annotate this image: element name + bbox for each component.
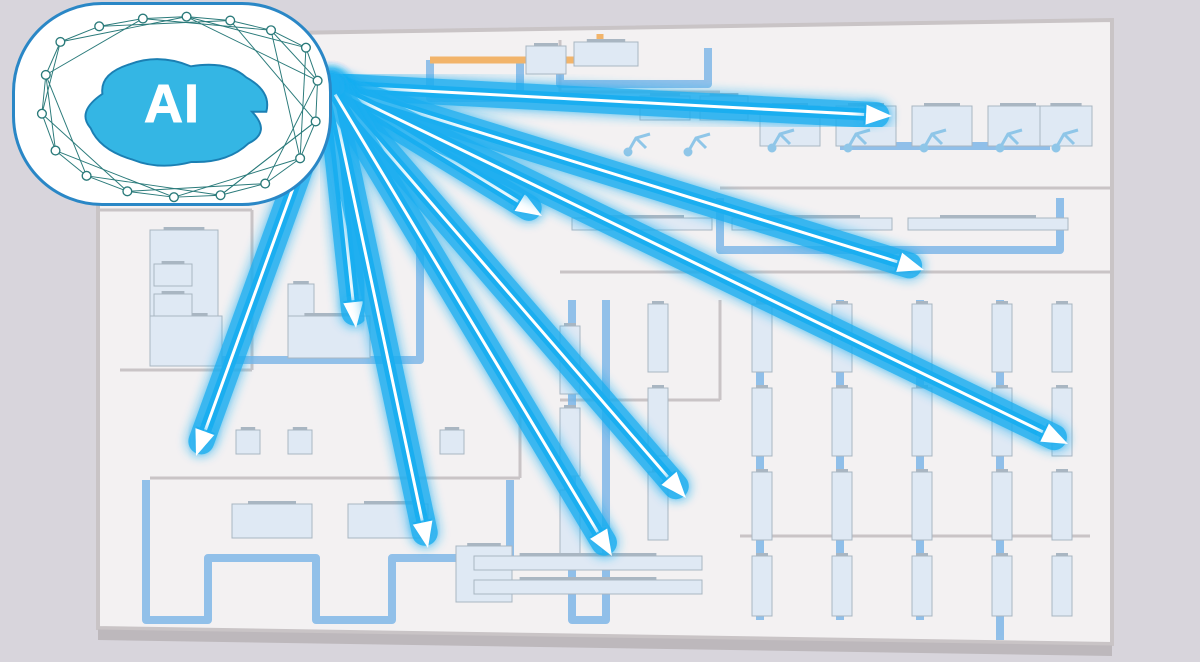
ai-label: AI <box>144 73 200 135</box>
ai-brain-badge: AI <box>12 2 332 206</box>
